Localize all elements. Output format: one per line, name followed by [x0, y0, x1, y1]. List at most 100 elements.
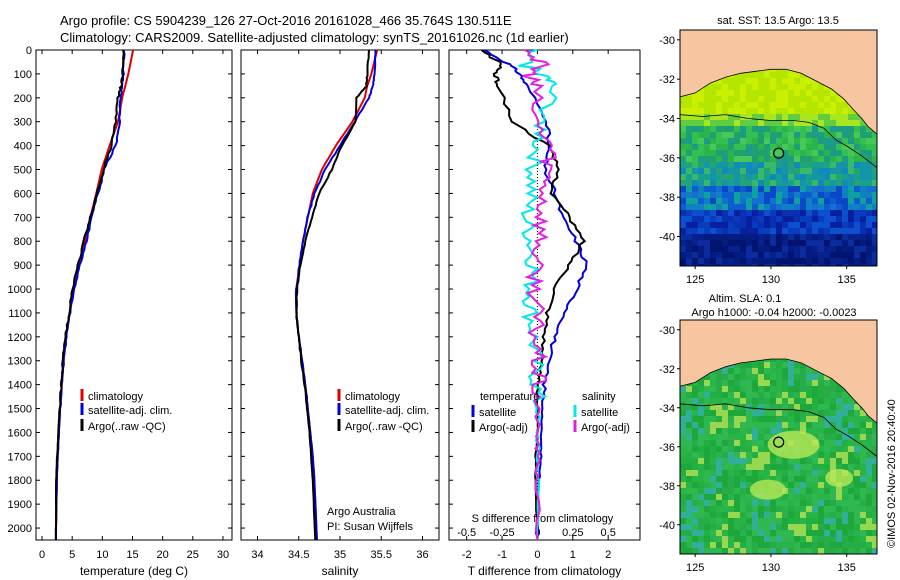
field-cell [824, 488, 830, 494]
x-tick-label: 0 [534, 549, 540, 561]
field-cell [818, 398, 824, 404]
field-cell [686, 252, 692, 258]
field-cell [848, 542, 854, 548]
field-cell [734, 446, 740, 452]
field-cell [692, 216, 698, 222]
field-cell [716, 452, 722, 458]
field-cell [812, 494, 818, 500]
field-cell [680, 264, 686, 266]
field-cell [830, 446, 836, 452]
field-cell [716, 518, 722, 524]
field-cell [716, 84, 722, 90]
field-cell [836, 234, 842, 240]
field-cell [800, 234, 806, 240]
field-cell [848, 410, 854, 416]
field-cell [728, 518, 734, 524]
field-cell [848, 524, 854, 530]
field-cell [818, 470, 824, 476]
field-cell [692, 102, 698, 108]
field-cell [764, 458, 770, 464]
field-cell [824, 548, 830, 554]
field-cell [824, 192, 830, 198]
field-cell [824, 144, 830, 150]
field-cell [818, 422, 824, 428]
field-cell [782, 114, 788, 120]
field-cell [746, 464, 752, 470]
field-cell [866, 524, 872, 530]
field-cell [764, 168, 770, 174]
field-cell [866, 264, 872, 266]
field-cell [788, 392, 794, 398]
field-cell [842, 216, 848, 222]
field-cell [788, 84, 794, 90]
field-cell [680, 132, 686, 138]
field-cell [824, 392, 830, 398]
field-cell [806, 132, 812, 138]
field-cell [860, 222, 866, 228]
field-cell [806, 156, 812, 162]
field-cell [866, 536, 872, 542]
field-cell [794, 252, 800, 258]
field-cell [794, 482, 800, 488]
field-cell [812, 464, 818, 470]
field-cell [812, 512, 818, 518]
field-cell [692, 524, 698, 530]
field-cell [842, 240, 848, 246]
field-cell [746, 392, 752, 398]
field-cell [734, 258, 740, 264]
field-cell [752, 198, 758, 204]
field-cell [686, 114, 692, 120]
argo-annotation: PI: Susan Wijffels [327, 521, 413, 533]
field-cell [806, 102, 812, 108]
field-cell [698, 240, 704, 246]
field-cell [776, 174, 782, 180]
field-cell [842, 524, 848, 530]
field-cell [680, 228, 686, 234]
field-cell [704, 536, 710, 542]
field-cell [686, 476, 692, 482]
field-cell [812, 246, 818, 252]
field-cell [800, 362, 806, 368]
field-cell [722, 186, 728, 192]
field-cell [770, 380, 776, 386]
field-cell [830, 488, 836, 494]
depth-tick-label: 1500 [8, 404, 32, 416]
field-cell [704, 476, 710, 482]
field-cell [710, 392, 716, 398]
field-cell [872, 162, 877, 168]
field-cell [704, 440, 710, 446]
field-cell [806, 428, 812, 434]
field-cell [722, 150, 728, 156]
field-cell [794, 362, 800, 368]
field-cell [758, 422, 764, 428]
field-cell [710, 518, 716, 524]
field-cell [704, 210, 710, 216]
field-cell [794, 150, 800, 156]
field-cell [830, 548, 836, 554]
depth-tick-label: 1100 [8, 308, 32, 320]
field-cell [740, 464, 746, 470]
field-cell [680, 114, 686, 120]
field-cell [818, 386, 824, 392]
field-cell [872, 180, 877, 186]
field-cell [860, 482, 866, 488]
field-cell [776, 126, 782, 132]
field-cell [848, 174, 854, 180]
field-cell [782, 240, 788, 246]
field-cell [710, 228, 716, 234]
field-cell [854, 464, 860, 470]
field-cell [860, 476, 866, 482]
field-cell [704, 222, 710, 228]
field-cell [734, 222, 740, 228]
field-cell [872, 138, 877, 144]
field-cell [818, 132, 824, 138]
field-cell [728, 488, 734, 494]
field-cell [716, 548, 722, 554]
field-cell [806, 518, 812, 524]
field-cell [704, 500, 710, 506]
field-cell [764, 174, 770, 180]
field-cell [758, 446, 764, 452]
field-cell [710, 186, 716, 192]
field-cell [776, 392, 782, 398]
field-cell [710, 500, 716, 506]
